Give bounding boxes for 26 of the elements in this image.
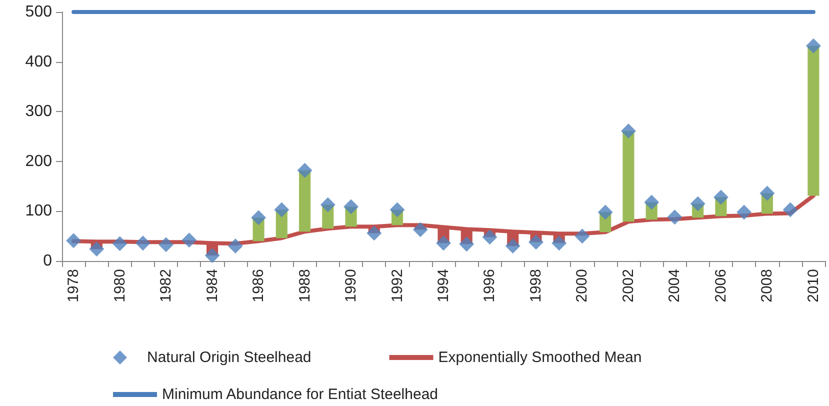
y-tick-label: 0 bbox=[43, 252, 52, 270]
y-tick-label: 500 bbox=[25, 4, 52, 20]
y-tick-label: 200 bbox=[25, 152, 52, 170]
y-tick-label: 300 bbox=[25, 103, 52, 120]
x-tick-label: 2004 bbox=[666, 269, 684, 302]
x-tick-label: 1984 bbox=[204, 269, 221, 302]
legend-label: Exponentially Smoothed Mean bbox=[438, 349, 642, 366]
legend-label: Natural Origin Steelhead bbox=[147, 349, 312, 366]
x-tick-label: 1988 bbox=[296, 269, 314, 302]
y-tick-label: 100 bbox=[25, 202, 52, 220]
x-tick-label: 1994 bbox=[435, 269, 452, 302]
y-tick-label: 400 bbox=[25, 53, 52, 70]
x-tick-label: 1978 bbox=[65, 269, 82, 302]
x-tick-label: 1990 bbox=[342, 269, 360, 302]
x-tick-label: 2010 bbox=[804, 269, 822, 302]
x-tick-label: 1980 bbox=[111, 269, 128, 302]
x-tick-label: 1986 bbox=[250, 269, 268, 302]
x-tick-label: 2000 bbox=[574, 269, 591, 302]
x-tick-label: 1996 bbox=[481, 269, 498, 302]
x-tick-label: 1998 bbox=[527, 269, 544, 302]
x-tick-label: 1992 bbox=[388, 269, 406, 302]
legend-label: Minimum Abundance for Entiat Steelhead bbox=[162, 386, 438, 403]
x-tick-label: 2008 bbox=[758, 269, 776, 302]
x-tick-label: 1982 bbox=[158, 269, 175, 302]
x-tick-label: 2006 bbox=[712, 269, 730, 302]
x-tick-label: 2002 bbox=[620, 269, 637, 302]
